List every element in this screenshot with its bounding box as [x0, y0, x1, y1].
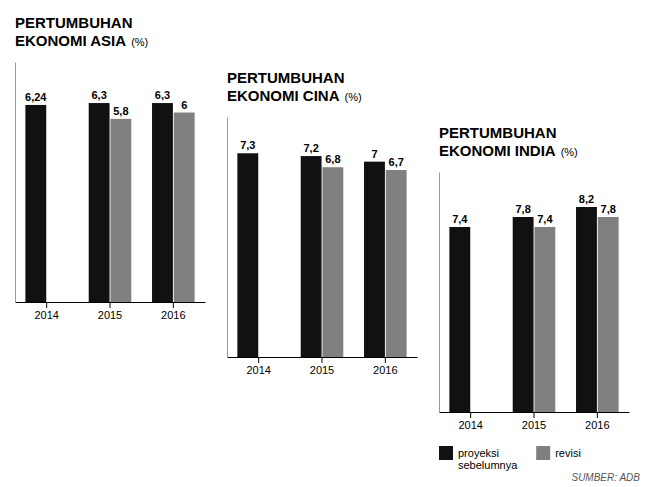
x-tick-mark	[46, 302, 47, 308]
panel: 7,4 7,8 8,2 7,4 7,8 2014 2015 2016 PERTUMBUHANEK…	[439, 124, 630, 431]
x-tick-mark	[110, 302, 111, 308]
title-line: PERTUMBUHAN	[227, 69, 345, 86]
bar	[534, 227, 555, 412]
legend-swatch	[439, 446, 453, 460]
title: PERTUMBUHANEKONOMI INDIA	[439, 124, 557, 159]
x-tick-label: 2016	[373, 364, 397, 376]
x-axis: 2014 2015 2016	[228, 357, 418, 376]
x-tick-label: 2016	[585, 419, 609, 431]
data-label: 7,8	[515, 203, 530, 215]
bar	[174, 113, 195, 302]
data-label: 8,2	[579, 193, 594, 205]
bar	[110, 119, 131, 302]
source-note: SUMBER: ADB	[571, 472, 640, 483]
data-label: 7,4	[537, 213, 553, 225]
data-label: 6,7	[389, 156, 404, 168]
x-tick-mark	[385, 357, 386, 363]
y-axis-line	[439, 173, 440, 413]
y-axis-line	[227, 118, 228, 358]
title: PERTUMBUHANEKONOMI ASIA	[15, 14, 133, 49]
x-tick: 2016	[373, 357, 397, 376]
legend-label-line: sebelumnya	[458, 459, 518, 471]
x-tick: 2015	[522, 412, 546, 431]
panel: 7,3 7,2 7 6,8 6,7 2014 2015 2016 PERTUMBUHANEKON…	[227, 69, 418, 376]
title-line: EKONOMI CINA	[227, 87, 340, 104]
x-tick: 2014	[458, 412, 482, 431]
plot-area	[25, 103, 194, 302]
title-line: EKONOMI ASIA	[15, 32, 126, 49]
panel: 6,24 6,3 6,3 5,8 6 2014 2015 2016 PERTUMBUHANEKO…	[15, 14, 206, 321]
plot-area	[449, 207, 618, 412]
bar	[364, 162, 385, 357]
bar	[237, 153, 258, 357]
plot-area	[237, 153, 406, 357]
x-tick: 2014	[34, 302, 58, 321]
bar	[25, 105, 46, 302]
subtitle: (%)	[561, 146, 578, 158]
x-tick: 2015	[98, 302, 122, 321]
data-label: 7,4	[452, 213, 468, 225]
data-label: 5,8	[113, 105, 128, 117]
x-tick-label: 2014	[246, 364, 270, 376]
data-label: 6,3	[91, 89, 106, 101]
data-label: 7,3	[240, 139, 255, 151]
bar	[386, 170, 407, 357]
bar	[513, 217, 534, 412]
bar	[449, 227, 470, 412]
subtitle: (%)	[345, 91, 362, 103]
legend-label: revisi	[555, 447, 581, 459]
chart-root: 6,246,36,35,86201420152016PERTUMBUHANEKO…	[0, 0, 650, 487]
x-tick-label: 2015	[522, 419, 546, 431]
data-label: 7,8	[601, 203, 616, 215]
bar	[576, 207, 597, 412]
data-label: 6,3	[155, 89, 170, 101]
data-label: 6,24	[25, 91, 47, 103]
x-tick-label: 2014	[34, 309, 58, 321]
legend-label-line: revisi	[555, 447, 581, 459]
subtitle: (%)	[131, 36, 148, 48]
bar	[301, 156, 322, 357]
bar	[598, 217, 619, 412]
title: PERTUMBUHANEKONOMI CINA	[227, 69, 345, 104]
x-axis: 2014 2015 2016	[440, 412, 630, 431]
bar	[89, 103, 110, 302]
x-tick: 2016	[585, 412, 609, 431]
x-tick-label: 2015	[310, 364, 334, 376]
bar	[322, 167, 343, 357]
legend-label-line: proyeksi	[458, 447, 499, 459]
title-line: PERTUMBUHAN	[439, 124, 557, 141]
x-tick-mark	[470, 412, 471, 418]
x-tick: 2015	[310, 357, 334, 376]
x-tick: 2016	[161, 302, 185, 321]
data-label: 7	[371, 148, 377, 160]
legend-item: revisi	[536, 446, 581, 460]
x-tick-label: 2016	[161, 309, 185, 321]
x-tick-mark	[322, 357, 323, 363]
data-label: 7,2	[303, 142, 318, 154]
y-axis	[15, 63, 16, 303]
x-tick-mark	[258, 357, 259, 363]
x-tick: 2014	[246, 357, 270, 376]
legend-item: proyeksisebelumnya	[439, 446, 518, 471]
y-axis	[227, 118, 228, 358]
x-axis: 2014 2015 2016	[16, 302, 206, 321]
legend-label: proyeksisebelumnya	[458, 447, 518, 471]
data-label: 6	[181, 99, 187, 111]
legend: proyeksisebelumnya revisi	[439, 446, 581, 471]
x-tick-mark	[173, 302, 174, 308]
title-line: EKONOMI INDIA	[439, 142, 556, 159]
y-axis	[439, 173, 440, 413]
legend-swatch	[536, 446, 550, 460]
x-tick-label: 2015	[98, 309, 122, 321]
x-tick-label: 2014	[458, 419, 482, 431]
title-line: PERTUMBUHAN	[15, 14, 133, 31]
y-axis-line	[15, 63, 16, 303]
bar	[152, 103, 173, 302]
x-tick-mark	[597, 412, 598, 418]
data-label: 6,8	[325, 153, 340, 165]
x-tick-mark	[534, 412, 535, 418]
